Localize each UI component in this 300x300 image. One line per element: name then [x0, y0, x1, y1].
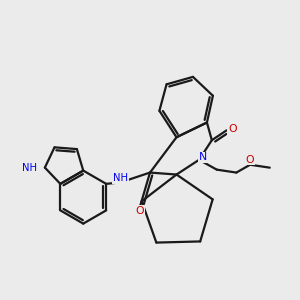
Text: O: O	[136, 206, 145, 216]
Text: O: O	[246, 155, 254, 165]
Text: O: O	[228, 124, 237, 134]
Text: NH: NH	[113, 173, 128, 183]
Text: N: N	[199, 152, 207, 163]
Text: NH: NH	[22, 163, 38, 172]
